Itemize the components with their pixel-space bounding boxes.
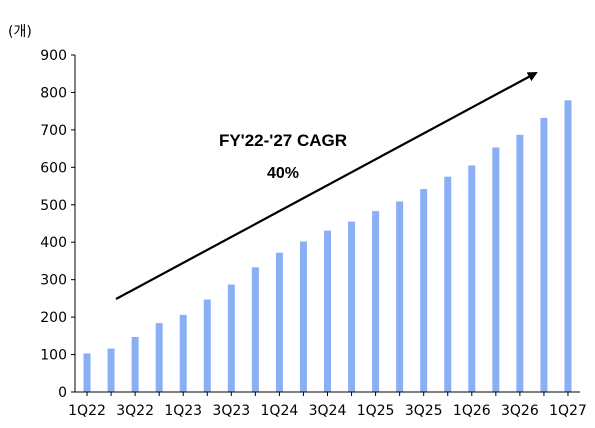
bar-1Q24	[276, 253, 283, 392]
y-tick-label: 300	[40, 273, 67, 289]
bar-4Q23	[252, 267, 259, 392]
bar-3Q25	[420, 189, 427, 392]
bar-2Q23	[204, 300, 211, 392]
bar-2Q22	[108, 349, 115, 392]
y-tick-label: 400	[40, 235, 67, 251]
bar-1Q26	[468, 165, 475, 392]
bar-2Q24	[300, 241, 307, 392]
bar-3Q22	[132, 337, 139, 392]
x-tick-label: 3Q24	[309, 403, 347, 419]
x-tick-label: 1Q22	[68, 403, 106, 419]
bar-1Q23	[180, 315, 187, 392]
bar-1Q22	[84, 353, 91, 392]
x-tick-label: 1Q24	[261, 403, 299, 419]
y-tick-label: 0	[58, 385, 67, 401]
cagr-annotation-title: FY'22-'27 CAGR	[219, 131, 347, 150]
bar-2Q25	[396, 201, 403, 392]
bar-3Q23	[228, 285, 235, 392]
x-tick-label: 3Q23	[212, 403, 250, 419]
y-tick-label: 800	[40, 85, 67, 101]
y-axis-tick-labels: 0 100 200 300 400 500 600 700 800 900	[40, 48, 75, 401]
x-tick-label: 1Q25	[357, 403, 395, 419]
y-tick-label: 200	[40, 310, 67, 326]
x-axis-tick-labels: 1Q22 3Q22 1Q23 3Q23 1Q24 3Q24 1Q25 3Q25 1Q26 3Q26…	[68, 392, 587, 419]
x-tick-label: 3Q22	[116, 403, 154, 419]
bar-4Q22	[156, 323, 163, 392]
bar-2Q26	[492, 147, 499, 392]
x-tick-label: 3Q25	[405, 403, 443, 419]
unit-label: (개)	[8, 24, 32, 40]
cagr-annotation-value: 40%	[267, 165, 299, 182]
bar-4Q24	[348, 222, 355, 392]
bar-1Q25	[372, 211, 379, 392]
bar-3Q26	[516, 135, 523, 392]
y-tick-label: 900	[40, 48, 67, 64]
y-tick-label: 500	[40, 198, 67, 214]
y-tick-label: 700	[40, 123, 67, 139]
bar-3Q24	[324, 231, 331, 392]
bar-4Q26	[540, 118, 547, 392]
bar-4Q25	[444, 177, 451, 392]
y-tick-label: 100	[40, 348, 67, 364]
x-tick-label: 1Q26	[453, 403, 491, 419]
x-tick-label: 1Q23	[164, 403, 202, 419]
y-tick-label: 600	[40, 160, 67, 176]
x-tick-label: 1Q27	[549, 403, 587, 419]
x-tick-label: 3Q26	[501, 403, 539, 419]
bar-1Q27	[564, 100, 571, 392]
